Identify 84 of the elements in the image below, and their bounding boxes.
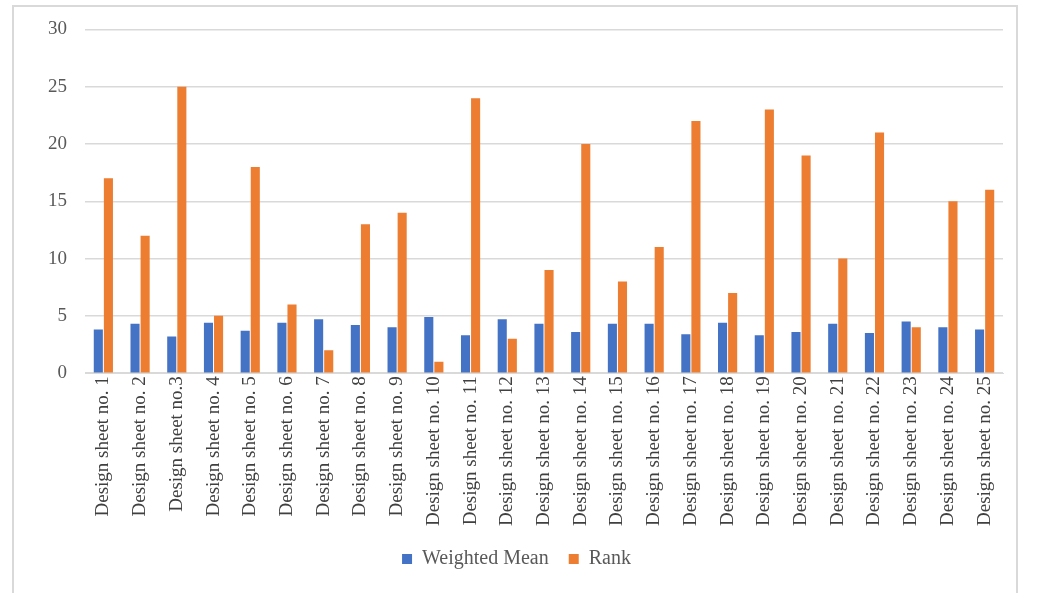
bar: [654, 247, 664, 373]
x-tick-label: Design sheet no. 16: [642, 376, 664, 527]
bar: [130, 323, 140, 373]
bar: [240, 330, 250, 373]
x-tick-label: Design sheet no. 12: [495, 376, 517, 527]
bar: [938, 327, 948, 373]
y-tick-label: 20: [48, 131, 67, 153]
y-tick-label: 30: [48, 17, 67, 39]
bar: [581, 143, 591, 373]
bar: [864, 333, 874, 373]
x-tick-label: Design sheet no.3: [164, 376, 186, 512]
y-tick-label: 5: [57, 303, 67, 325]
bar: [397, 212, 407, 373]
x-tick-label: Design sheet no. 4: [201, 375, 223, 517]
bar: [471, 98, 481, 373]
x-tick-label: Design sheet no. 14: [568, 375, 590, 527]
bar: [277, 322, 287, 373]
bar: [534, 323, 544, 373]
x-tick-label: Design sheet no. 18: [715, 376, 737, 527]
bar: [718, 322, 728, 373]
x-tick-label: Design sheet no. 22: [862, 376, 884, 527]
x-tick-label: Design sheet no. 11: [458, 376, 480, 526]
bar: [764, 109, 774, 373]
bar: [350, 325, 360, 373]
x-tick-label: Design sheet no. 17: [678, 376, 700, 527]
bar: [287, 304, 297, 373]
bar: [874, 132, 885, 373]
x-tick-label: Design sheet no. 13: [531, 376, 553, 527]
y-tick-label: 15: [48, 189, 67, 211]
bar: [828, 323, 838, 373]
bar: [324, 350, 334, 373]
legend-label: Rank: [588, 546, 631, 569]
x-tick-label: Design sheet no. 6: [274, 376, 296, 517]
bar: [140, 235, 150, 373]
bar: [901, 321, 911, 373]
x-tick-label: Design sheet no. 24: [935, 375, 957, 527]
x-tick-label: Design sheet no. 1: [91, 376, 113, 517]
y-tick-label: 10: [48, 246, 67, 268]
bar: [497, 319, 507, 373]
x-tick-label: Design sheet no. 20: [789, 376, 811, 527]
legend-label: Weighted Mean: [422, 546, 549, 570]
bar: [177, 86, 187, 373]
x-tick-label: Design sheet no. 15: [605, 376, 627, 527]
bar: [681, 334, 691, 373]
bar: [948, 201, 958, 373]
bar: [607, 323, 617, 373]
bar: [214, 315, 224, 373]
x-tick-label: Design sheet no. 7: [311, 376, 333, 517]
x-tick-label: Design sheet no. 19: [752, 376, 774, 527]
bar: [103, 178, 113, 373]
bar: [985, 189, 995, 373]
y-tick-label: 0: [57, 361, 67, 383]
bar: [250, 166, 260, 373]
bar: [314, 319, 324, 373]
bar: [167, 336, 177, 373]
bar: [791, 331, 801, 373]
x-tick-label: Design sheet no. 5: [238, 376, 260, 517]
x-tick-label: Design sheet no. 10: [421, 376, 443, 527]
bar: [838, 258, 848, 373]
x-tick-label: Design sheet no. 8: [348, 376, 370, 517]
bar: [507, 338, 517, 373]
bar: [975, 329, 985, 373]
bar: [691, 121, 701, 373]
x-tick-label: Design sheet no. 2: [128, 376, 150, 517]
x-tick-label: Design sheet no. 9: [385, 376, 407, 517]
bar: [360, 224, 370, 373]
x-tick-label: Design sheet no. 25: [972, 376, 994, 527]
bar: [424, 316, 434, 373]
bar: [617, 281, 628, 373]
bar: [754, 335, 764, 373]
bar: [387, 327, 397, 373]
bar: [93, 329, 103, 373]
bar: [203, 322, 214, 373]
bar: [571, 331, 581, 373]
x-tick-label: Design sheet no. 21: [825, 376, 847, 527]
bar: [460, 335, 471, 373]
bar: [434, 361, 444, 373]
bar: [728, 292, 738, 373]
bar: [544, 270, 554, 373]
bar: [911, 327, 921, 373]
bar: [644, 323, 654, 373]
y-tick-label: 25: [48, 74, 67, 96]
x-tick-label: Design sheet no. 23: [899, 376, 921, 527]
bar: [801, 155, 811, 373]
